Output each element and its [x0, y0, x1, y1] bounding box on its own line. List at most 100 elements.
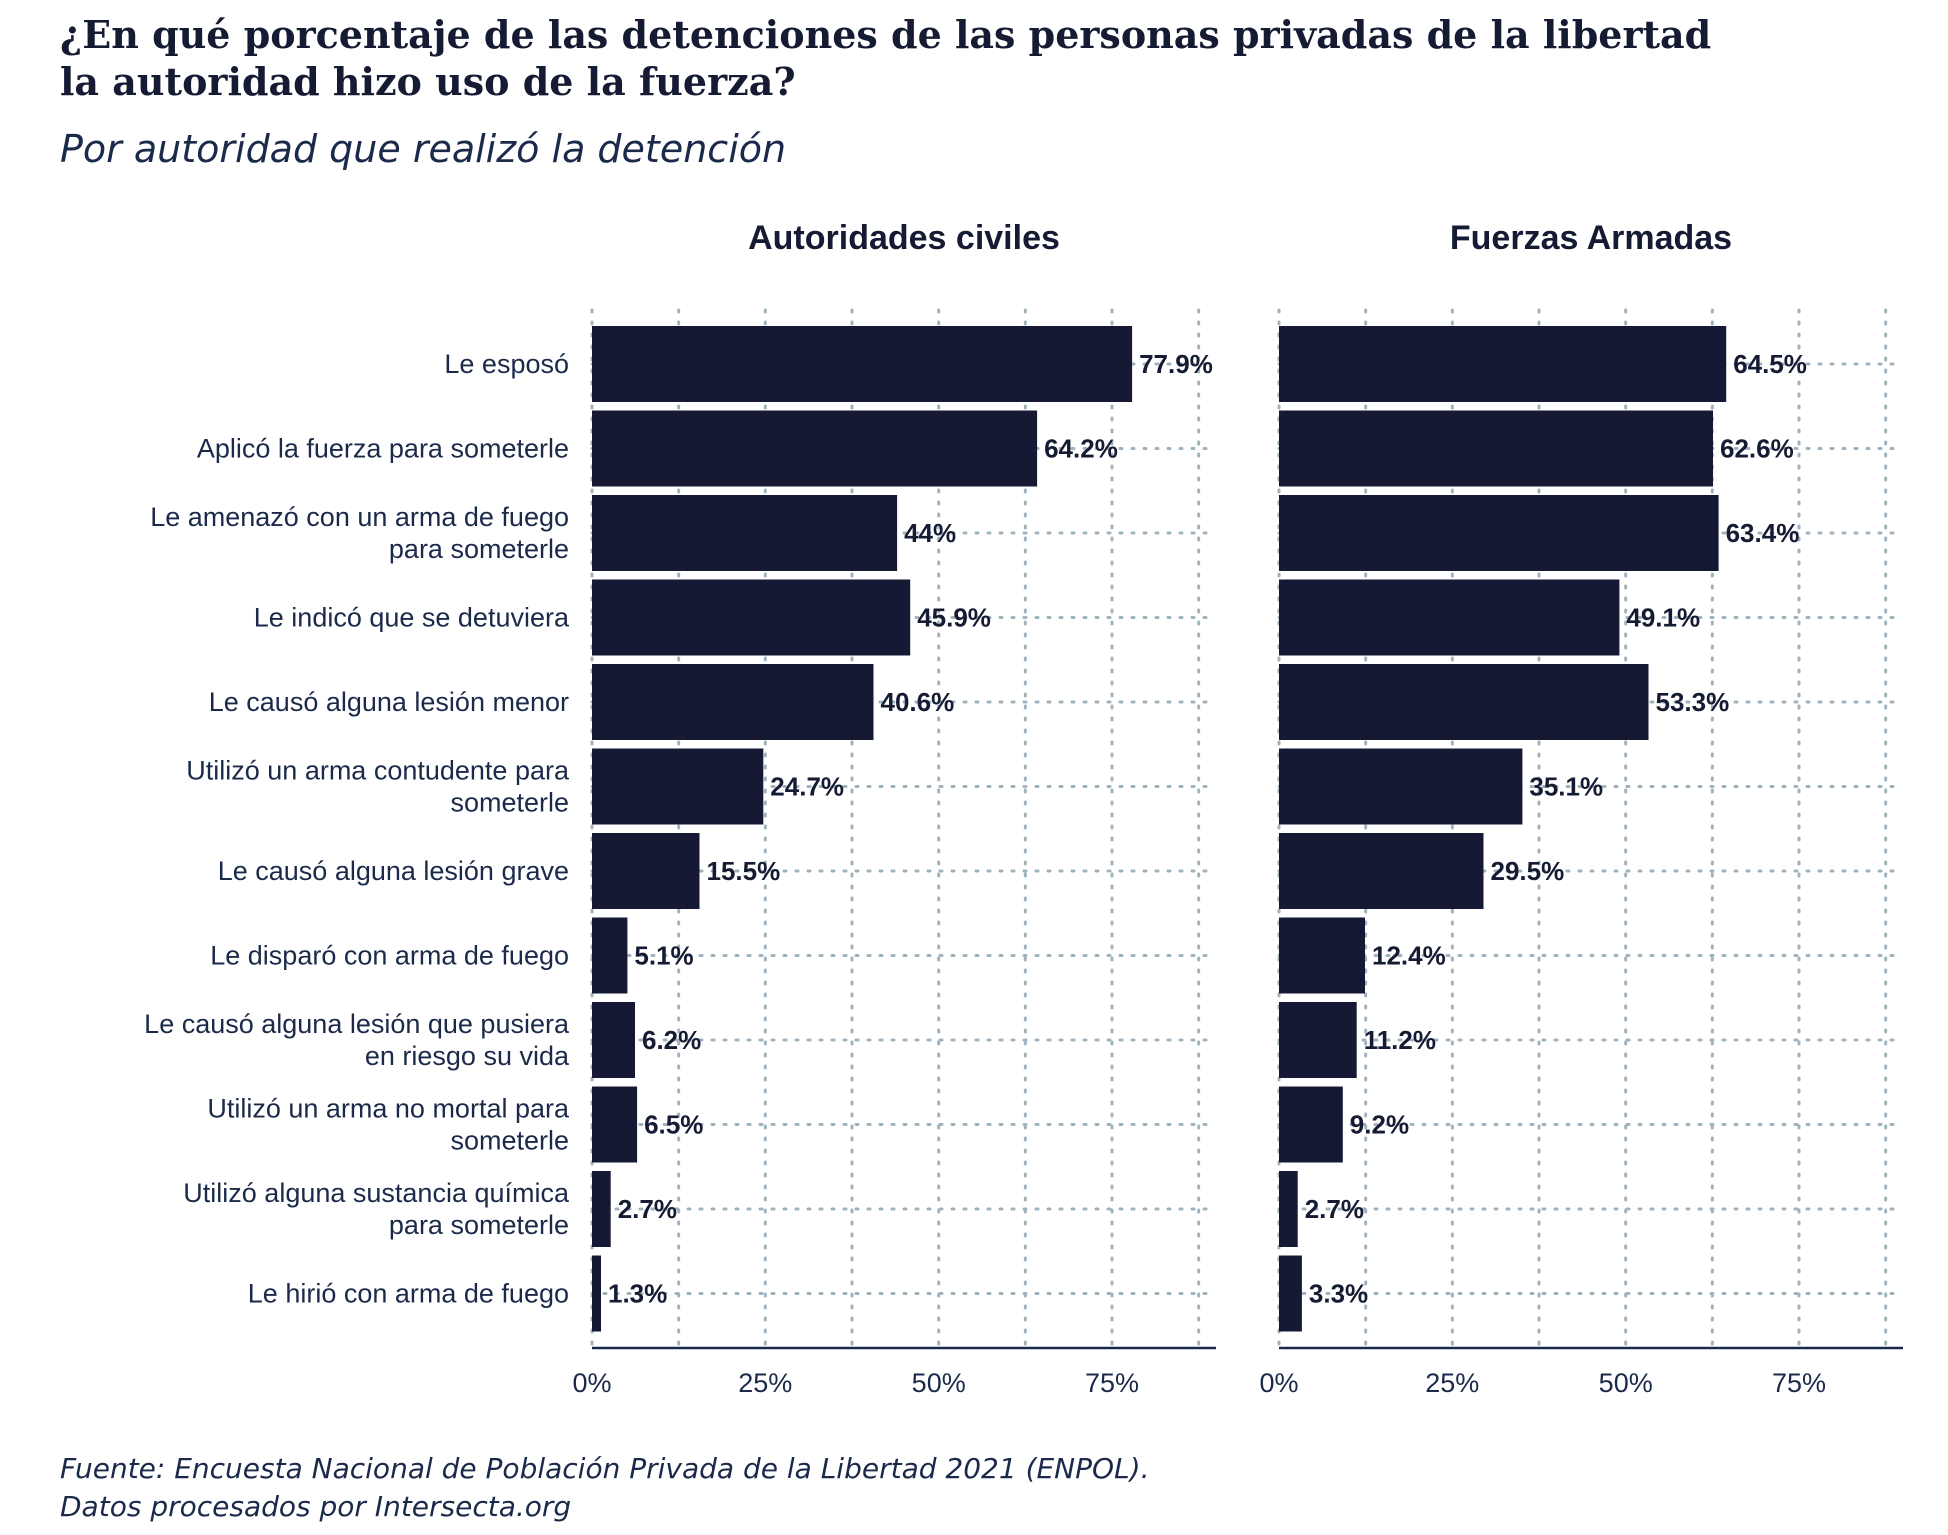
category-label: Utilizó un arma contudente para someterle	[186, 756, 570, 818]
x-tick-label: 0%	[572, 1368, 611, 1398]
data-label: 35.1%	[1529, 772, 1603, 802]
bar	[592, 1255, 601, 1332]
data-label: 1.3%	[608, 1279, 667, 1309]
chart-header: ¿En qué porcentaje de las detenciones de…	[60, 12, 1711, 171]
bar	[592, 495, 898, 571]
bar	[1279, 495, 1719, 571]
bars: 77.9% 64.2% 44% 45.9% 40.6% 24.7% 15.5% 5.1% 6.2…	[592, 326, 1213, 1332]
x-tick-label: 75%	[1085, 1368, 1139, 1398]
category-label-line: Utilizó un arma contudente para	[186, 756, 570, 786]
category-label: Utilizó un arma no mortal para someterle	[207, 1094, 570, 1156]
source-note-line-1: Fuente: Encuesta Nacional de Población P…	[60, 1452, 1149, 1485]
category-label: Le disparó con arma de fuego	[210, 941, 569, 971]
source-note-line-2: Datos procesados por Intersecta.org	[60, 1490, 571, 1523]
bar	[592, 748, 764, 825]
category-label-line: Le causó alguna lesión menor	[209, 687, 569, 717]
bar	[592, 579, 911, 656]
category-label-line: Le indicó que se detuviera	[254, 603, 570, 633]
bar	[1279, 917, 1365, 994]
bar	[1279, 410, 1713, 487]
facet-title: Autoridades civiles	[748, 219, 1060, 257]
chart-title-line-2: la autoridad hizo uso de la fuerza?	[60, 59, 796, 104]
plot-area: Le esposó Aplicó la fuerza para someterle…	[144, 219, 1905, 1398]
data-label: 45.9%	[917, 603, 991, 633]
x-tick-label: 25%	[1425, 1368, 1479, 1398]
bar	[592, 1002, 635, 1078]
data-label: 11.2%	[1364, 1025, 1436, 1055]
bar	[1279, 1086, 1343, 1163]
category-label-line: Le causó alguna lesión que pusiera	[144, 1009, 570, 1039]
category-label: Le hirió con arma de fuego	[248, 1279, 569, 1309]
chart-subtitle: Por autoridad que realizó la detención	[60, 127, 786, 171]
data-label: 40.6%	[881, 687, 955, 717]
x-tick-label: 50%	[912, 1368, 966, 1398]
bar	[592, 326, 1133, 402]
data-label: 5.1%	[634, 941, 693, 971]
x-tick-label: 25%	[738, 1368, 792, 1398]
category-label-line: en riesgo su vida	[365, 1041, 570, 1071]
data-label: 24.7%	[770, 772, 844, 802]
data-label: 62.6%	[1720, 434, 1794, 464]
category-label-line: para someterle	[389, 534, 569, 564]
chart-footer: Fuente: Encuesta Nacional de Población P…	[60, 1452, 1149, 1523]
bar	[1279, 748, 1523, 825]
x-tick-label: 50%	[1599, 1368, 1653, 1398]
bar	[1279, 326, 1727, 402]
category-labels: Le esposó Aplicó la fuerza para someterle…	[144, 349, 570, 1309]
category-label-line: someterle	[450, 1126, 569, 1156]
x-tick-label: 0%	[1259, 1368, 1298, 1398]
category-label: Le causó alguna lesión grave	[218, 856, 569, 886]
category-label-line: Utilizó un arma no mortal para	[207, 1094, 570, 1124]
bars: 64.5% 62.6% 63.4% 49.1% 53.3% 35.1% 29.5% 12.4%…	[1279, 326, 1807, 1332]
category-label-line: someterle	[450, 788, 569, 818]
category-label-line: Le esposó	[444, 349, 569, 379]
category-label-line: Utilizó alguna sustancia química	[183, 1178, 570, 1208]
category-label: Le causó alguna lesión que pusiera en rie…	[144, 1009, 570, 1071]
category-label: Le amenazó con un arma de fuego para some…	[150, 502, 569, 564]
bar	[592, 1086, 638, 1163]
category-label: Le causó alguna lesión menor	[209, 687, 569, 717]
chart-title-line-1: ¿En qué porcentaje de las detenciones de…	[60, 12, 1711, 57]
category-label: Le esposó	[444, 349, 569, 379]
data-label: 6.2%	[642, 1025, 701, 1055]
facet-panel: Fuerzas Armadas 64.5% 62.6% 63.4% 49.1% 53.3%…	[1259, 219, 1905, 1398]
bar	[1279, 1255, 1302, 1332]
category-label: Le indicó que se detuviera	[254, 603, 570, 633]
data-label: 63.4%	[1726, 518, 1800, 548]
category-label-line: Le causó alguna lesión grave	[218, 856, 569, 886]
category-label: Utilizó alguna sustancia química para som…	[183, 1178, 570, 1240]
bar	[592, 1171, 611, 1247]
data-label: 15.5%	[707, 856, 781, 886]
bar	[1279, 1171, 1298, 1247]
data-label: 64.5%	[1733, 349, 1807, 379]
category-label-line: Le disparó con arma de fuego	[210, 941, 569, 971]
category-label-line: Le amenazó con un arma de fuego	[150, 502, 569, 532]
category-label-line: Aplicó la fuerza para someterle	[197, 434, 569, 464]
data-label: 3.3%	[1309, 1279, 1368, 1309]
facet-panel: Autoridades civiles 77.9% 64.2% 44% 45.9% 40.…	[572, 219, 1218, 1398]
category-label-line: Le hirió con arma de fuego	[248, 1279, 569, 1309]
data-label: 12.4%	[1372, 941, 1446, 971]
data-label: 9.2%	[1350, 1110, 1409, 1140]
bar	[592, 833, 700, 909]
data-label: 44%	[904, 518, 956, 548]
data-label: 29.5%	[1491, 856, 1565, 886]
bar	[1279, 579, 1620, 656]
facet-title: Fuerzas Armadas	[1450, 219, 1732, 257]
data-label: 49.1%	[1626, 603, 1700, 633]
data-label: 64.2%	[1044, 434, 1118, 464]
data-label: 53.3%	[1656, 687, 1730, 717]
bar	[592, 917, 628, 994]
bar	[592, 664, 874, 740]
data-label: 77.9%	[1139, 349, 1213, 379]
bar	[592, 410, 1038, 487]
data-label: 2.7%	[1305, 1194, 1364, 1224]
category-label-line: para someterle	[389, 1210, 569, 1240]
category-label: Aplicó la fuerza para someterle	[197, 434, 569, 464]
bar	[1279, 1002, 1357, 1078]
data-label: 2.7%	[618, 1194, 677, 1224]
x-tick-label: 75%	[1772, 1368, 1826, 1398]
bar	[1279, 833, 1484, 909]
bar	[1279, 664, 1649, 740]
